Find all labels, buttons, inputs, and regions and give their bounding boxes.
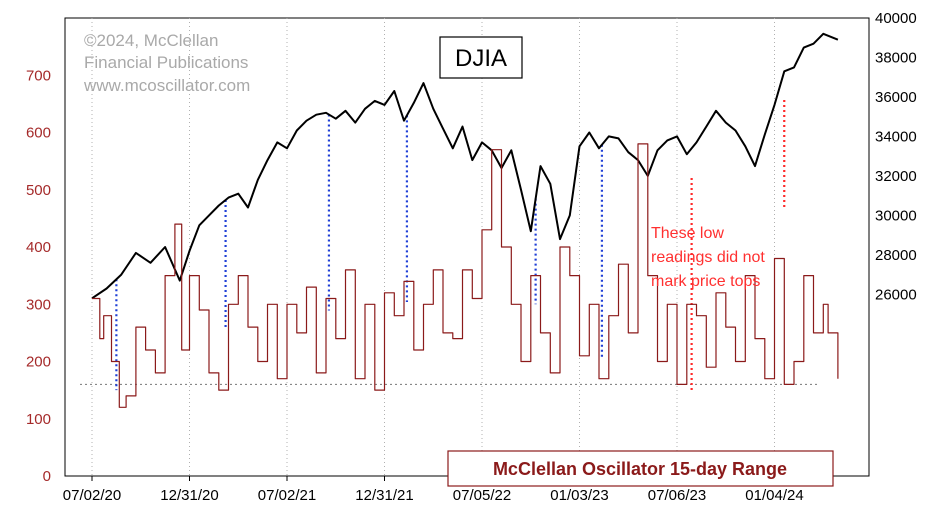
left-tick-label: 0 <box>43 468 51 485</box>
annotation-line-2: readings did not <box>651 249 765 266</box>
x-tick-label: 12/31/20 <box>160 487 218 504</box>
right-tick-label: 28000 <box>875 247 917 264</box>
left-tick-label: 100 <box>26 411 51 428</box>
x-axis-ticks: 07/02/20 12/31/20 07/02/21 12/31/21 07/05/22… <box>63 476 804 504</box>
vertical-markers <box>115 100 786 391</box>
x-tick-label: 01/04/24 <box>745 487 803 504</box>
grid-lines <box>91 18 775 476</box>
chart-title: DJIA <box>455 45 507 72</box>
left-tick-label: 200 <box>26 354 51 371</box>
left-axis-ticks: 0 100 200 300 400 500 600 700 <box>26 67 51 485</box>
annotation-line-3: mark price tops <box>651 273 760 290</box>
x-tick-label: 07/06/23 <box>648 487 706 504</box>
left-tick-label: 400 <box>26 239 51 256</box>
right-tick-label: 36000 <box>875 89 917 106</box>
right-tick-label: 34000 <box>875 128 917 145</box>
right-tick-label: 40000 <box>875 10 917 27</box>
right-tick-label: 26000 <box>875 286 917 303</box>
x-tick-label: 07/05/22 <box>453 487 511 504</box>
legend-label: McClellan Oscillator 15-day Range <box>493 459 787 479</box>
left-tick-label: 600 <box>26 125 51 142</box>
plot-area <box>64 17 870 477</box>
series-lines <box>91 32 839 408</box>
copyright-line-3: www.mcoscillator.com <box>83 76 250 95</box>
x-tick-label: 12/31/21 <box>355 487 413 504</box>
left-tick-label: 500 <box>26 182 51 199</box>
x-tick-label: 07/02/21 <box>258 487 316 504</box>
x-tick-label: 07/02/20 <box>63 487 121 504</box>
right-axis-ticks: 26000 28000 30000 32000 34000 36000 38000 40000 <box>875 10 917 303</box>
left-tick-label: 300 <box>26 296 51 313</box>
right-tick-label: 38000 <box>875 49 917 66</box>
annotation-line-1: These low <box>651 225 724 242</box>
title-box <box>439 36 523 79</box>
copyright-line-1: ©2024, McClellan <box>84 31 218 50</box>
right-tick-label: 30000 <box>875 207 917 224</box>
right-tick-label: 32000 <box>875 168 917 185</box>
djia-price-line <box>91 32 839 300</box>
legend-box <box>447 450 834 487</box>
left-tick-label: 700 <box>26 67 51 84</box>
x-tick-label: 01/03/23 <box>550 487 608 504</box>
oscillator-range-line <box>92 143 839 408</box>
copyright-line-2: Financial Publications <box>84 53 248 72</box>
